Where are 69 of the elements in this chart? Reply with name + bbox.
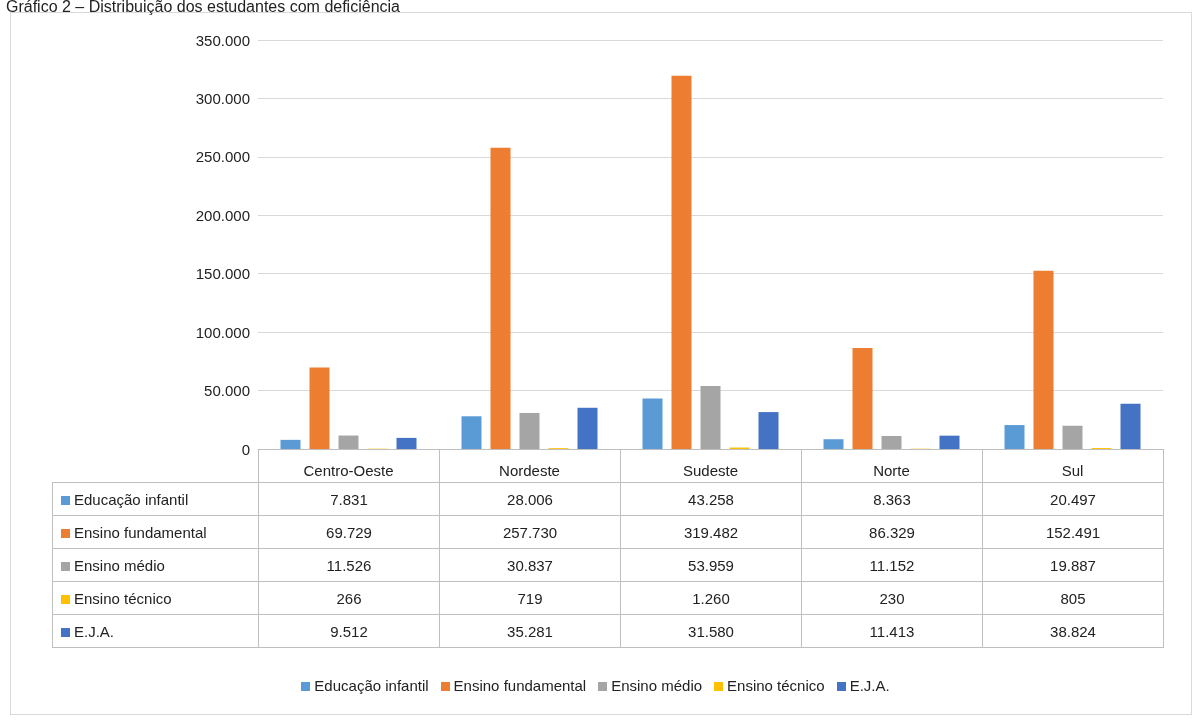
legend-label: Ensino fundamental bbox=[52, 515, 259, 549]
data-label: 28.006 bbox=[439, 482, 621, 516]
data-label: 152.491 bbox=[982, 515, 1164, 549]
legend-label: E.J.A. bbox=[848, 677, 890, 694]
bar bbox=[823, 439, 844, 449]
y-tick-label: 300.000 bbox=[195, 89, 250, 107]
bar bbox=[280, 439, 301, 449]
data-label: 11.413 bbox=[801, 614, 983, 648]
bar bbox=[642, 398, 663, 449]
bar bbox=[396, 437, 417, 449]
y-tick-label: 350.000 bbox=[195, 31, 250, 49]
bar bbox=[338, 435, 359, 449]
data-label: 805 bbox=[982, 581, 1164, 615]
legend-label: Ensino médio bbox=[52, 548, 259, 582]
data-label: 8.363 bbox=[801, 482, 983, 516]
y-tick-label: 100.000 bbox=[195, 323, 250, 341]
data-label: 53.959 bbox=[620, 548, 802, 582]
x-tick-label: Centro-Oeste bbox=[303, 462, 394, 479]
bar bbox=[881, 435, 902, 449]
data-label: 11.152 bbox=[801, 548, 983, 582]
bar bbox=[1033, 270, 1054, 449]
x-tick-label: Norte bbox=[873, 462, 910, 479]
data-label: 35.281 bbox=[439, 614, 621, 648]
bar bbox=[939, 435, 960, 449]
data-label: 719 bbox=[439, 581, 621, 615]
data-label: 30.837 bbox=[439, 548, 621, 582]
text: Ensino fundamental bbox=[453, 677, 587, 694]
bar bbox=[577, 407, 598, 449]
data-label: 257.730 bbox=[439, 515, 621, 549]
bar bbox=[1062, 425, 1083, 449]
data-label: 7.831 bbox=[258, 482, 440, 516]
bar bbox=[519, 412, 540, 449]
data-label: 20.497 bbox=[982, 482, 1164, 516]
data-label: 69.729 bbox=[258, 515, 440, 549]
x-tick-label: Sudeste bbox=[682, 462, 739, 479]
data-label: 31.580 bbox=[620, 614, 802, 648]
text: Ensino técnico bbox=[74, 589, 172, 607]
data-label: 1.260 bbox=[620, 581, 802, 615]
legend-label: Educação infantil bbox=[52, 482, 259, 516]
data-label: 11.526 bbox=[258, 548, 440, 582]
data-label: 319.482 bbox=[620, 515, 802, 549]
text: Educação infantil bbox=[314, 677, 429, 694]
data-label: 19.887 bbox=[982, 548, 1164, 582]
data-label: 230 bbox=[801, 581, 983, 615]
bar bbox=[700, 385, 721, 449]
bar bbox=[671, 75, 692, 449]
y-tick-label: 250.000 bbox=[195, 148, 250, 166]
data-label: 86.329 bbox=[801, 515, 983, 549]
text: E.J.A. bbox=[74, 622, 115, 640]
y-tick-label: 50.000 bbox=[204, 382, 250, 400]
bar bbox=[1120, 403, 1141, 449]
x-tick-label: Nordeste bbox=[499, 462, 560, 479]
y-tick-label: 200.000 bbox=[195, 206, 250, 224]
y-tick-label: 0 bbox=[241, 440, 250, 458]
bar bbox=[1004, 425, 1025, 449]
legend-label: Ensino técnico bbox=[726, 677, 825, 694]
chart-title: Gráfico 2 – Distribuição dos estudantes com deficiência bbox=[6, 0, 400, 16]
data-label: 43.258 bbox=[620, 482, 802, 516]
bar bbox=[490, 147, 511, 449]
bar bbox=[758, 412, 779, 449]
data-label: 9.512 bbox=[258, 614, 440, 648]
bar bbox=[852, 348, 873, 449]
bar bbox=[309, 367, 330, 449]
data-label: 38.824 bbox=[982, 614, 1164, 648]
data-label: 266 bbox=[258, 581, 440, 615]
bar bbox=[461, 416, 482, 449]
text: Ensino médio bbox=[611, 677, 703, 694]
y-tick-label: 150.000 bbox=[195, 265, 250, 283]
x-tick-label: Sul bbox=[1061, 462, 1084, 479]
